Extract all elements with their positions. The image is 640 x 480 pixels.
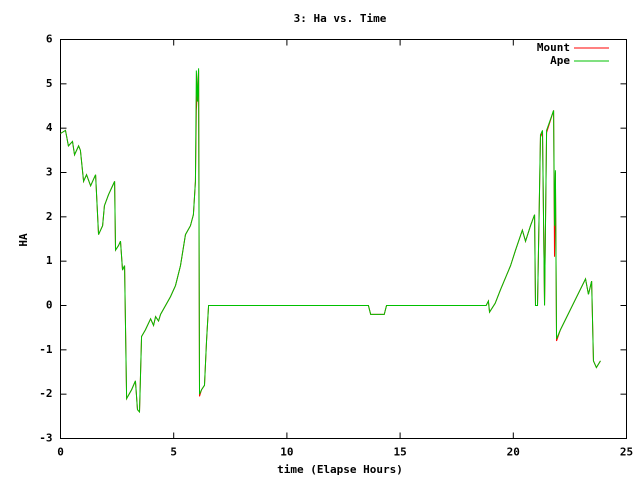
chart-title: 3: Ha vs. Time — [294, 12, 387, 25]
y-tick-label: -2 — [39, 387, 52, 400]
series-line — [60, 68, 601, 414]
y-tick-label: 2 — [46, 210, 53, 223]
y-tick-label: -1 — [39, 343, 53, 356]
y-tick-label: -3 — [39, 432, 52, 445]
y-tick-label: 3 — [46, 166, 53, 179]
y-tick-label: 1 — [46, 254, 53, 267]
x-tick-label: 5 — [170, 446, 177, 459]
y-tick-label: 4 — [46, 121, 53, 134]
x-tick-label: 25 — [620, 446, 633, 459]
x-tick-label: 0 — [57, 446, 64, 459]
y-tick-label: 6 — [46, 33, 53, 46]
x-tick-label: 10 — [280, 446, 293, 459]
legend-label: Mount — [537, 41, 570, 54]
x-tick-label: 20 — [507, 446, 520, 459]
y-axis-label: HA — [17, 233, 30, 247]
x-tick-label: 15 — [393, 446, 406, 459]
y-tick-label: 0 — [46, 299, 53, 312]
x-axis-label: time (Elapse Hours) — [277, 463, 403, 476]
series-line — [60, 70, 601, 414]
y-tick-label: 5 — [46, 77, 53, 90]
plot-frame — [60, 39, 627, 439]
legend-label: Ape — [550, 54, 570, 67]
